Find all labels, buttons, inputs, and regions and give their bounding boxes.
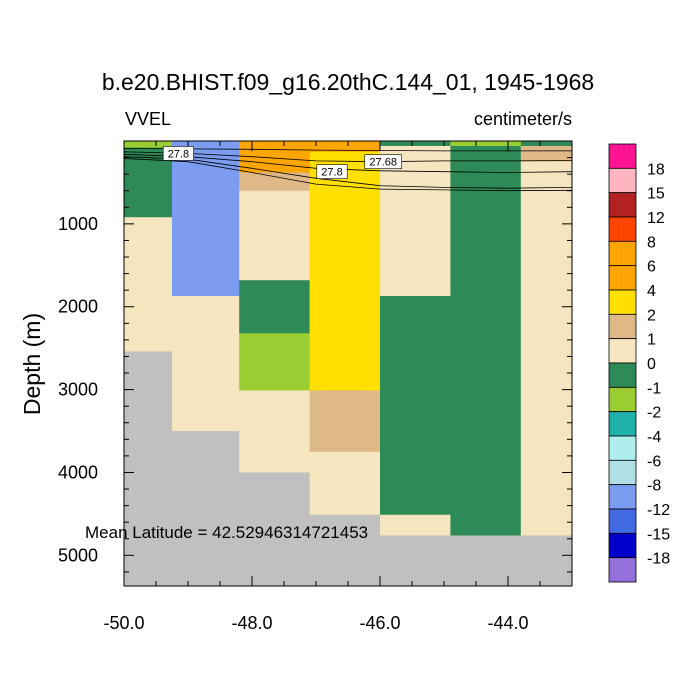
contour-label-0: 27.8 [162,146,194,161]
svg-text:27.8: 27.8 [321,167,342,179]
colorbar-label: 0 [647,356,656,373]
contour-line-1 [123,151,573,163]
colorbar-swatch [608,265,637,291]
x-tick-label: -44.0 [487,613,528,633]
heatmap-cell-4-2 [380,295,451,516]
y-tick-label: 4000 [58,462,98,482]
variable-label: VVEL [125,109,171,129]
colorbar-label: -12 [647,502,670,519]
heatmap-cell-2-1 [239,172,311,192]
colorbar-swatch [608,532,637,559]
colorbar-swatch [608,192,637,218]
heatmap-cell-0-2 [124,217,173,352]
colorbar-label: -1 [647,380,661,397]
heatmap-cell-2-2 [239,190,311,281]
heatmap-cell-3-5 [309,514,381,587]
colorbar-swatch [608,484,637,510]
colorbar-swatch [608,411,637,437]
mean-latitude-annotation: Mean Latitude = 42.52946314721453 [85,523,368,542]
colorbar-label: -2 [647,405,661,422]
svg-text:27.8: 27.8 [168,148,189,160]
colorbar-label: 1 [647,332,656,349]
heatmap-cell-6-3 [520,535,573,587]
colorbar-label: -18 [647,551,670,568]
svg-text:27.68: 27.68 [369,157,397,169]
heatmap-cell-1-1 [172,295,240,432]
colorbar-swatch [608,362,637,388]
colorbar-swatch [608,289,637,315]
contour-line-0 [123,148,572,152]
colorbar-label: 15 [647,186,665,203]
contour-label-2: 27.68 [364,154,403,170]
colorbar-swatch [608,338,637,364]
contour-line-2 [123,153,573,173]
colorbar-swatch [608,459,637,486]
heatmap-cell-3-0 [309,141,381,153]
heatmap-cell-3-2 [309,187,381,391]
colorbar-swatch [608,435,637,461]
colorbar: 18 15 12 8 6 4 2 1 0 -1 -2 -4 -6 -8 -12 -15 -18 [608,143,670,583]
heatmap-cell-0-0 [124,141,173,149]
heatmap-cell-5-0 [450,141,522,147]
colorbar-swatch [608,386,637,413]
y-axis-label: Depth (m) [19,313,45,415]
colorbar-swatch [608,216,637,242]
chart-title: b.e20.BHIST.f09_g16.20thC.144_01, 1945-1… [102,69,594,95]
x-tick-label: -50.0 [103,613,144,633]
colorbar-swatch [608,143,637,169]
heatmap-cell-5-2 [450,535,522,587]
colorbar-label: 2 [647,307,656,324]
contour-labels: 27.8 27.8 27.68 [162,146,403,179]
heatmap-cell-0-3 [124,351,173,587]
heatmap-cell-2-4 [239,333,311,391]
colorbar-label: -15 [647,526,670,543]
heatmap-cell-3-4 [309,451,381,516]
x-axis: -50.0 -48.0 -46.0 -44.0 [103,141,573,633]
heatmap-cell-4-4 [380,535,451,587]
colorbar-label: 6 [647,259,656,276]
heatmap-cell-6-2 [520,161,573,536]
y-axis: 1000 2000 3000 4000 5000 [58,140,572,573]
heatmap-cell-2-5 [239,390,311,473]
heatmap-cell-4-3 [380,514,451,536]
colorbar-swatch [608,313,637,340]
colorbar-swatch [608,240,637,267]
colorbar-swatch [608,167,637,194]
heatmap-cell-6-1 [520,145,573,163]
heatmap-cell-3-3 [309,390,381,453]
colorbar-swatch [608,508,637,534]
contour-line-3 [123,156,573,189]
colorbar-label: -4 [647,429,661,446]
colorbar-label: 4 [647,283,656,300]
heatmap-cell-1-2 [172,431,240,587]
colorbar-label: 12 [647,210,665,227]
heatmap-cell-4-0 [380,141,451,147]
isopycnal-contours [123,148,573,192]
contour-label-1: 27.8 [316,164,348,179]
heatmap-cells [124,141,573,587]
colorbar-label: -8 [647,478,661,495]
colorbar-label: -6 [647,453,661,470]
heatmap-cell-1-0 [172,141,240,297]
colorbar-label: 8 [647,234,656,251]
colorbar-swatch [608,557,637,583]
heatmap-cell-6-0 [520,141,573,147]
y-tick-label: 1000 [58,214,98,234]
x-tick-label: -48.0 [231,613,272,633]
contour-line-4 [123,158,573,192]
heatmap-cell-2-6 [239,472,311,587]
y-tick-label: 2000 [58,297,98,317]
colorbar-label: 18 [647,161,665,178]
units-label: centimeter/s [474,109,572,129]
x-tick-label: -46.0 [359,613,400,633]
y-tick-label: 5000 [58,545,98,565]
y-tick-label: 3000 [58,380,98,400]
heatmap-cell-5-1 [450,145,522,536]
heatmap-cell-2-3 [239,280,311,334]
